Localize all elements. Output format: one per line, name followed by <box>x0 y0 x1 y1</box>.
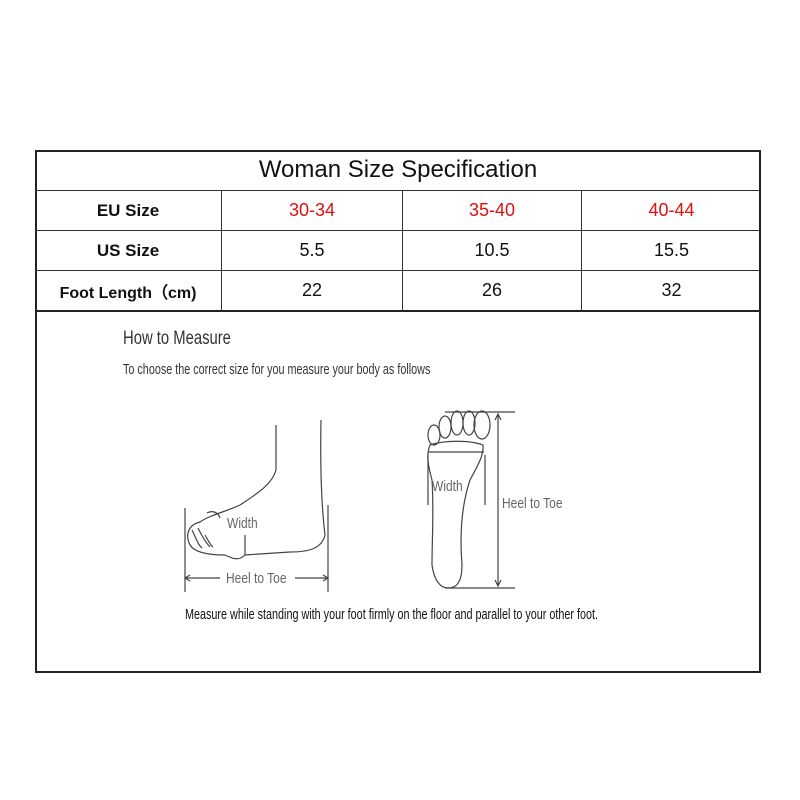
measure-instruction: Measure while standing with your foot fi… <box>185 606 599 623</box>
sole-length-label: Heel to Toe <box>502 495 563 512</box>
eu-size-cell: 30-34 <box>222 191 403 231</box>
measure-subtitle: To choose the correct size for you measu… <box>123 361 431 378</box>
us-size-cell: 10.5 <box>403 231 582 271</box>
sole-width-label: Width <box>432 478 463 495</box>
foot-length-cell: 22 <box>222 271 403 312</box>
eu-size-cell: 40-44 <box>582 191 761 231</box>
row-label-foot-length: Foot Length（cm) <box>35 271 222 312</box>
measure-heading: How to Measure <box>123 328 231 349</box>
sole-outline <box>427 440 484 589</box>
side-length-label: Heel to Toe <box>226 570 287 587</box>
us-size-cell: 5.5 <box>222 231 403 271</box>
side-foot-outline <box>187 419 326 560</box>
foot-length-cell: 32 <box>582 271 761 312</box>
table-title: Woman Size Specification <box>35 150 761 191</box>
eu-size-cell: 35-40 <box>403 191 582 231</box>
us-size-cell: 15.5 <box>582 231 761 271</box>
size-table <box>35 150 761 673</box>
side-width-label: Width <box>227 515 258 532</box>
foot-length-cell: 26 <box>403 271 582 312</box>
row-label-eu-size: EU Size <box>35 191 222 231</box>
row-label-us-size: US Size <box>35 231 222 271</box>
